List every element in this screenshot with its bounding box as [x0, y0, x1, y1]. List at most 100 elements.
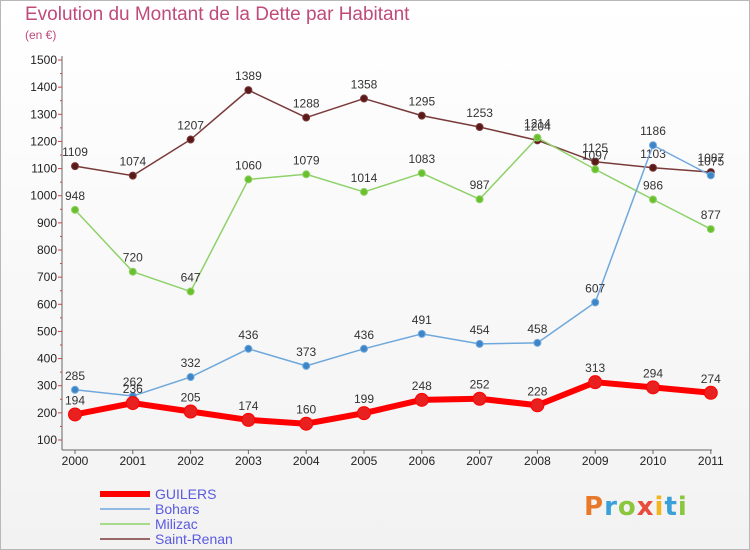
data-point [591, 298, 600, 307]
data-label: 194 [65, 393, 85, 407]
data-point [186, 135, 195, 144]
logo-letter: t [664, 492, 678, 522]
y-tick-label: 300 [37, 379, 57, 393]
data-label: 436 [238, 328, 258, 342]
data-point [417, 169, 426, 178]
data-label: 1186 [640, 124, 666, 138]
data-point [649, 141, 657, 150]
data-label: 1214 [524, 117, 551, 131]
data-label: 1109 [62, 145, 88, 159]
data-label: 1207 [177, 119, 204, 133]
data-label: 987 [470, 178, 490, 192]
data-point [414, 392, 429, 407]
y-tick-label: 700 [37, 270, 57, 284]
logo-letter: r [604, 492, 618, 522]
series-line [74, 144, 712, 397]
data-point [244, 175, 253, 184]
data-point [68, 407, 82, 422]
data-point [703, 385, 718, 400]
y-tick-label: 1200 [30, 134, 57, 148]
y-tick-label: 900 [37, 216, 57, 230]
data-point [706, 225, 715, 234]
data-label: 1083 [408, 152, 435, 166]
data-point [706, 171, 715, 180]
data-label: 1074 [119, 155, 146, 169]
data-label: 491 [412, 313, 432, 327]
data-point [649, 195, 657, 204]
series-line [74, 89, 711, 177]
y-tick-label: 800 [37, 243, 57, 257]
data-label: 236 [123, 382, 143, 396]
data-label: 1358 [351, 78, 378, 92]
data-label: 1075 [697, 154, 724, 168]
data-label: 1288 [293, 97, 320, 111]
data-point [646, 380, 660, 395]
logo-letter: o [617, 492, 637, 522]
data-label: 1060 [235, 158, 262, 172]
data-point [244, 344, 253, 353]
series-line [74, 136, 712, 293]
series-bohars: 285 262 332 436 373 436 491 454 458 607 1186 1075 [65, 124, 724, 401]
y-tick-label: 1000 [30, 189, 57, 203]
data-label: 607 [585, 281, 605, 295]
data-label: 1125 [582, 141, 608, 155]
series-saint-renan: 1109 1074 1207 1389 1288 1358 1295 1253 1204 1125… [62, 69, 724, 180]
data-label: 174 [238, 399, 258, 413]
data-point [360, 94, 368, 103]
data-label: 647 [181, 271, 201, 285]
data-point [591, 157, 600, 166]
data-label: 1389 [235, 69, 262, 83]
data-point [475, 123, 484, 132]
data-point [360, 187, 368, 196]
data-label: 1103 [640, 147, 666, 161]
data-label: 274 [701, 372, 721, 386]
data-point [186, 373, 195, 382]
data-point [588, 375, 603, 390]
data-label: 228 [527, 384, 547, 398]
data-label: 294 [643, 366, 663, 380]
data-label: 1097 [582, 148, 609, 162]
data-label: 199 [354, 392, 374, 406]
x-tick-label: 2010 [640, 454, 667, 468]
chart-title: Evolution du Montant de la Dette par Hab… [25, 4, 410, 25]
data-label: 332 [181, 356, 201, 370]
data-point [71, 385, 79, 394]
data-label: 205 [181, 391, 201, 405]
legend-label: Milizac [155, 516, 198, 532]
data-point [475, 339, 484, 348]
x-tick-label: 2002 [177, 454, 204, 468]
data-label: 373 [296, 345, 316, 359]
logo-letter: P [584, 492, 605, 522]
chart-unit-label: (en €) [25, 28, 57, 42]
data-point [71, 205, 79, 214]
data-label: 262 [123, 375, 143, 389]
y-tick-label: 600 [37, 297, 57, 311]
data-label: 1087 [697, 151, 724, 165]
y-tick-label: 1400 [30, 80, 57, 94]
data-point [417, 329, 426, 338]
x-tick-label: 2003 [235, 454, 262, 468]
data-label: 313 [585, 361, 605, 375]
series-guilers: 194 236 205 174 160 199 248 252 228 313 294 274 [65, 361, 721, 431]
data-label: 160 [296, 403, 316, 417]
data-point [649, 163, 657, 172]
x-tick-label: 2004 [293, 454, 320, 468]
data-point [186, 287, 195, 296]
x-tick-label: 2011 [698, 454, 724, 468]
data-label: 948 [65, 189, 85, 203]
data-label: 1295 [408, 95, 435, 109]
x-tick-label: 2009 [582, 454, 609, 468]
series-milizac: 948 720 647 1060 1079 1014 1083 987 1214 1097 986 8… [65, 117, 721, 296]
data-point [357, 406, 371, 421]
x-tick-label: 2008 [524, 454, 551, 468]
y-tick-label: 500 [37, 324, 57, 338]
x-tick-label: 2000 [62, 454, 89, 468]
x-tick-label: 2005 [351, 454, 378, 468]
data-label: 1014 [351, 171, 378, 185]
data-point [302, 361, 311, 370]
data-point [472, 391, 487, 406]
data-point [128, 267, 137, 276]
data-label: 436 [354, 328, 374, 342]
